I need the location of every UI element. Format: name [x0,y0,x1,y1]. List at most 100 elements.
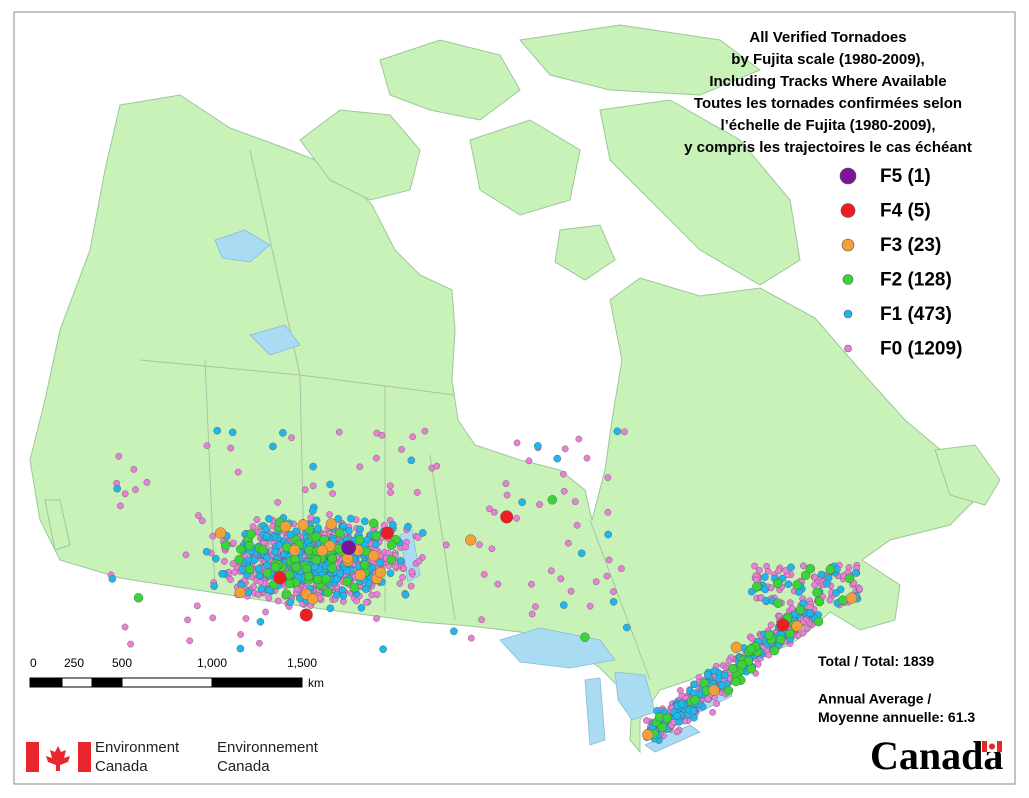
annual-label-en: Annual Average / [818,691,931,707]
title: All Verified Tornadoes by Fujita scale (1… [684,29,972,156]
tornado-dot [761,585,769,594]
scale-tick-label: 0 [30,656,37,670]
tornado-dot [730,641,742,653]
tornado-dot [309,462,318,471]
tornado-dot [281,589,292,599]
tornado-dot [825,565,835,575]
tornado-dot [657,722,668,733]
tornado-dot [811,573,819,581]
tornado-dot [528,610,536,618]
tornado-dot [787,563,795,572]
tornado-dot [242,615,250,622]
logo-en: Canada [95,758,148,775]
tornado-dot [407,456,416,465]
tornado-dot [249,523,257,531]
tornado-dot [769,645,780,656]
tornado-dot [623,623,631,632]
tornado-dot [273,571,287,585]
tornado-dot [662,713,672,723]
tornado-dot [673,728,681,736]
tornado-dot [314,524,322,532]
tornado-dot [373,454,380,462]
tornado-dot [500,510,514,524]
tornado-dot [307,593,319,605]
tornado-dot [360,560,370,570]
tornado-dot [262,532,271,540]
legend-label: F3 (23) [880,235,941,256]
tornado-dot [198,517,206,525]
tornado-dot [326,604,335,613]
tornado-dot [561,445,569,453]
tornado-dot [289,544,301,557]
tornado-dot [415,557,423,565]
tornado-dot [371,531,381,541]
scale-tick-label: 500 [112,656,132,670]
wordmark-leaf [989,743,995,750]
logo-fr: Environnement [217,739,319,756]
tornado-dot [256,618,265,626]
legend-marker [839,167,857,185]
tornado-dot [476,541,483,548]
tornado-dot [246,529,257,539]
tornado-dot [713,700,720,708]
tornado-dot [525,457,533,465]
tornado-dot [467,634,475,642]
tornado-dot [299,608,313,622]
title-line: Toutes les tornades confirmées selon [694,95,962,112]
tornado-dot [577,549,586,558]
tornado-dot [767,584,775,592]
tornado-dot [746,644,756,654]
tornado-dot [195,512,202,519]
tornado-dot [376,559,385,567]
tornado-dot [286,530,295,539]
tornado-dot [613,427,622,436]
tornado-dot [209,614,217,622]
tornado-dot [262,608,269,616]
tornado-dot [812,587,822,598]
tornado-dot [560,487,568,495]
title-line: All Verified Tornadoes [749,29,906,46]
tornado-dot [580,632,590,642]
tornado-dot [121,623,129,631]
tornado-dot [764,568,772,575]
annual-average: Moyenne annuelle: 61.3 [818,709,975,725]
legend-label: F0 (1209) [880,339,962,360]
tornado-dot [791,620,803,632]
environment-canada-logo: Environment Canada Environnement Canada [26,739,319,775]
tornado-dot [689,707,698,715]
tornado-dot [327,553,337,563]
tornado-dot [414,534,422,541]
logo-en: Environment [95,739,180,756]
tornado-dot [764,630,774,640]
tornado-dot [856,585,864,593]
tornado-dot [795,605,805,615]
tornado-dot [747,587,756,596]
tornado-dot [404,522,412,531]
tornado-dot [752,581,762,592]
tornado-dot [673,712,681,720]
legend-count: 5 [914,201,925,222]
tornado-dot [785,629,795,639]
tornado-dot [756,567,763,574]
tornado-dot [379,645,387,654]
tornado-dot [814,596,825,607]
tornado-dot [313,574,323,585]
tornado-dot [302,563,312,574]
tornado-dot [115,452,123,460]
tornado-dot [592,578,600,586]
tornado-dot [800,562,807,570]
tornado-dot [800,570,811,580]
tornado-dot [690,680,698,689]
island [44,499,71,551]
tornado-dot [751,562,758,570]
tornado-dot [677,700,686,708]
tornado-dot [547,495,557,505]
tornado-dot [518,498,526,507]
tornado-dot [731,676,741,687]
tornado-dot [710,667,719,675]
tornado-dot [374,566,387,579]
tornado-dot [433,462,441,470]
canada-wordmark: Canada [870,733,1003,778]
scale-tick-label: 1,000 [197,656,227,670]
tornado-dot [339,522,348,531]
